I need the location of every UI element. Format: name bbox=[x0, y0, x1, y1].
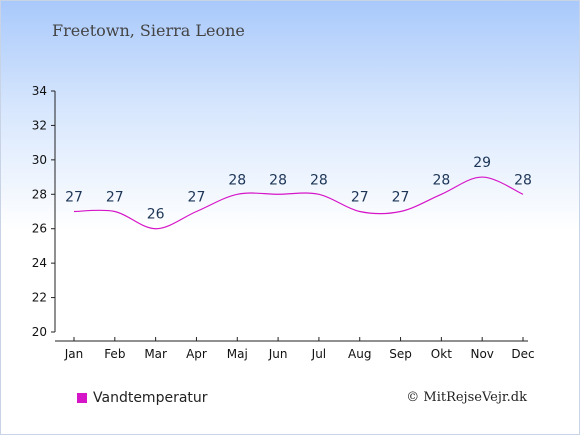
x-tick-label: Dec bbox=[511, 347, 534, 361]
x-tick-label: Nov bbox=[470, 347, 493, 361]
data-label: 28 bbox=[432, 172, 450, 188]
legend-label: Vandtemperatur bbox=[93, 390, 208, 406]
y-tick-label: 28 bbox=[32, 187, 47, 201]
x-axis: Jan Feb Mar Apr Maj Jun Jul Aug Sep Okt Nov Dec bbox=[55, 337, 535, 361]
data-labels: 27 27 26 27 28 28 28 27 27 28 29 28 bbox=[65, 155, 532, 223]
data-label: 28 bbox=[310, 172, 328, 188]
data-label: 26 bbox=[147, 207, 165, 223]
data-label: 28 bbox=[269, 172, 287, 188]
data-label: 27 bbox=[188, 190, 206, 206]
data-label: 27 bbox=[65, 190, 83, 206]
y-tick-label: 30 bbox=[32, 153, 47, 167]
x-tick-label: Aug bbox=[348, 347, 371, 361]
legend-swatch bbox=[77, 393, 87, 403]
data-label: 27 bbox=[392, 190, 410, 206]
data-label: 27 bbox=[106, 190, 124, 206]
y-tick-label: 32 bbox=[32, 118, 47, 132]
y-tick-label: 20 bbox=[32, 325, 47, 339]
x-tick-label: Jan bbox=[64, 347, 84, 361]
x-tick-label: Jul bbox=[311, 347, 326, 361]
x-tick-label: Sep bbox=[389, 347, 412, 361]
data-label: 27 bbox=[351, 190, 369, 206]
series-line-vandtemperatur bbox=[73, 176, 524, 230]
y-tick-label: 24 bbox=[32, 256, 47, 270]
chart-location-title: Freetown, Sierra Leone bbox=[52, 21, 245, 40]
data-label: 28 bbox=[228, 172, 246, 188]
data-label: 28 bbox=[514, 172, 532, 188]
y-axis: 20 22 24 26 28 30 32 34 bbox=[32, 84, 56, 339]
series-lines bbox=[73, 176, 524, 230]
x-tick-label: Mar bbox=[144, 347, 167, 361]
credit-text: © MitRejseVejr.dk bbox=[406, 390, 527, 405]
x-tick-label: Feb bbox=[104, 347, 125, 361]
x-tick-label: Okt bbox=[431, 347, 452, 361]
x-tick-label: Apr bbox=[186, 347, 207, 361]
y-tick-label: 22 bbox=[32, 291, 47, 305]
y-tick-label: 34 bbox=[32, 84, 47, 98]
data-label: 29 bbox=[473, 155, 491, 171]
y-tick-label: 26 bbox=[32, 222, 47, 236]
legend: Vandtemperatur bbox=[77, 390, 208, 406]
x-tick-label: Maj bbox=[227, 347, 248, 361]
x-tick-label: Jun bbox=[268, 347, 288, 361]
